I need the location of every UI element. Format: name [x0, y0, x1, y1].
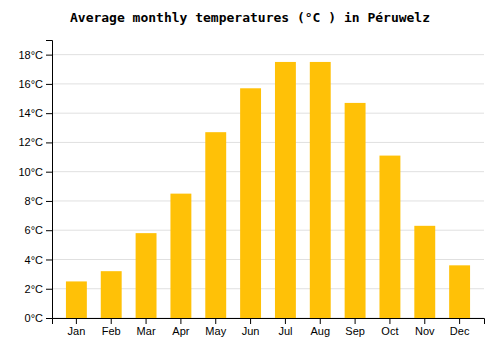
grid [52, 55, 484, 318]
tick-mark [46, 142, 52, 143]
tick: 18°C [18, 49, 52, 61]
tick-mark [320, 318, 321, 324]
grid-line [52, 54, 484, 55]
tick-label: 8°C [25, 195, 44, 207]
bar [101, 271, 122, 318]
bar [170, 194, 191, 318]
tick: Apr [172, 318, 189, 337]
tick-label: Feb [102, 325, 121, 337]
grid-line [52, 142, 484, 143]
tick-label: Mar [137, 325, 156, 337]
tick: 6°C [25, 224, 52, 236]
tick: 14°C [18, 107, 52, 119]
bars [66, 62, 470, 318]
tick-label: Dec [450, 325, 470, 337]
title: Average monthly temperatures (°C ) in Pé… [70, 10, 430, 25]
bar [379, 156, 400, 318]
tick: 0°C [25, 312, 52, 324]
tick-mark [355, 318, 356, 324]
tick-label: 18°C [18, 49, 43, 61]
bar [414, 226, 435, 318]
tick: Nov [415, 318, 435, 337]
tick-mark [389, 318, 390, 324]
tick-mark [46, 84, 52, 85]
axis-line [53, 319, 485, 325]
grid-line [52, 113, 484, 114]
tick-mark [46, 289, 52, 290]
tick-mark [46, 259, 52, 260]
tick-label: 2°C [25, 283, 44, 295]
tick: 12°C [18, 136, 52, 148]
tick-mark [250, 318, 251, 324]
tick-label: 6°C [25, 224, 44, 236]
x-axis: Jan Feb Mar Apr May Jun Jul Aug Sep Oct Nov Dec [53, 318, 485, 337]
y-axis: 0°C 2°C 4°C 6°C 8°C 10°C 12°C 14°C 16°C 18°C [18, 41, 52, 325]
grid-line [52, 171, 484, 172]
bar [345, 103, 366, 318]
tick-label: Jun [242, 325, 260, 337]
tick-label: Oct [381, 325, 398, 337]
tick-label: 14°C [18, 107, 43, 119]
tick: Dec [450, 318, 470, 337]
tick: Aug [310, 318, 330, 337]
axis-line [46, 41, 53, 319]
tick-mark [459, 318, 460, 324]
bar [449, 265, 470, 318]
tick: 8°C [25, 195, 52, 207]
tick-mark [285, 318, 286, 324]
chart: Jan Feb Mar Apr May Jun Jul Aug Sep Oct Nov Dec 0°C 2… [0, 0, 500, 350]
tick: 10°C [18, 166, 52, 178]
tick-mark [215, 318, 216, 324]
tick-mark [46, 172, 52, 173]
tick: Jun [242, 318, 260, 337]
plot: Jan Feb Mar Apr May Jun Jul Aug Sep Oct Nov Dec 0°C 2… [18, 41, 484, 337]
tick: Jan [68, 318, 86, 337]
tick-label: 4°C [25, 253, 44, 265]
tick-mark [146, 318, 147, 324]
bar [310, 62, 331, 318]
tick-label: 10°C [18, 166, 43, 178]
bar [240, 88, 261, 318]
tick-mark [46, 113, 52, 114]
tick: Feb [102, 318, 121, 337]
tick-mark [46, 318, 52, 319]
tick-label: 12°C [18, 136, 43, 148]
tick: 2°C [25, 283, 52, 295]
tick: May [205, 318, 226, 337]
tick: 16°C [18, 78, 52, 90]
tick: Mar [137, 318, 156, 337]
tick-label: Jul [278, 325, 292, 337]
tick-mark [46, 55, 52, 56]
bar [66, 281, 87, 318]
tick-label: Sep [345, 325, 365, 337]
tick-label: Apr [172, 325, 189, 337]
bar [275, 62, 296, 318]
tick: Oct [381, 318, 398, 337]
tick-label: Nov [415, 325, 435, 337]
tick-mark [180, 318, 181, 324]
bar [136, 233, 157, 318]
bar [205, 132, 226, 318]
grid-line [52, 83, 484, 84]
tick-mark [424, 318, 425, 324]
tick-mark [76, 318, 77, 324]
tick-mark [111, 318, 112, 324]
tick-label: Jan [68, 325, 86, 337]
tick-label: May [205, 325, 226, 337]
grid-line [52, 200, 484, 201]
tick-label: Aug [310, 325, 330, 337]
tick-mark [46, 230, 52, 231]
tick: Sep [345, 318, 365, 337]
tick: Jul [278, 318, 292, 337]
tick-label: 16°C [18, 78, 43, 90]
tick-label: 0°C [25, 312, 44, 324]
tick: 4°C [25, 253, 52, 265]
tick-mark [46, 201, 52, 202]
